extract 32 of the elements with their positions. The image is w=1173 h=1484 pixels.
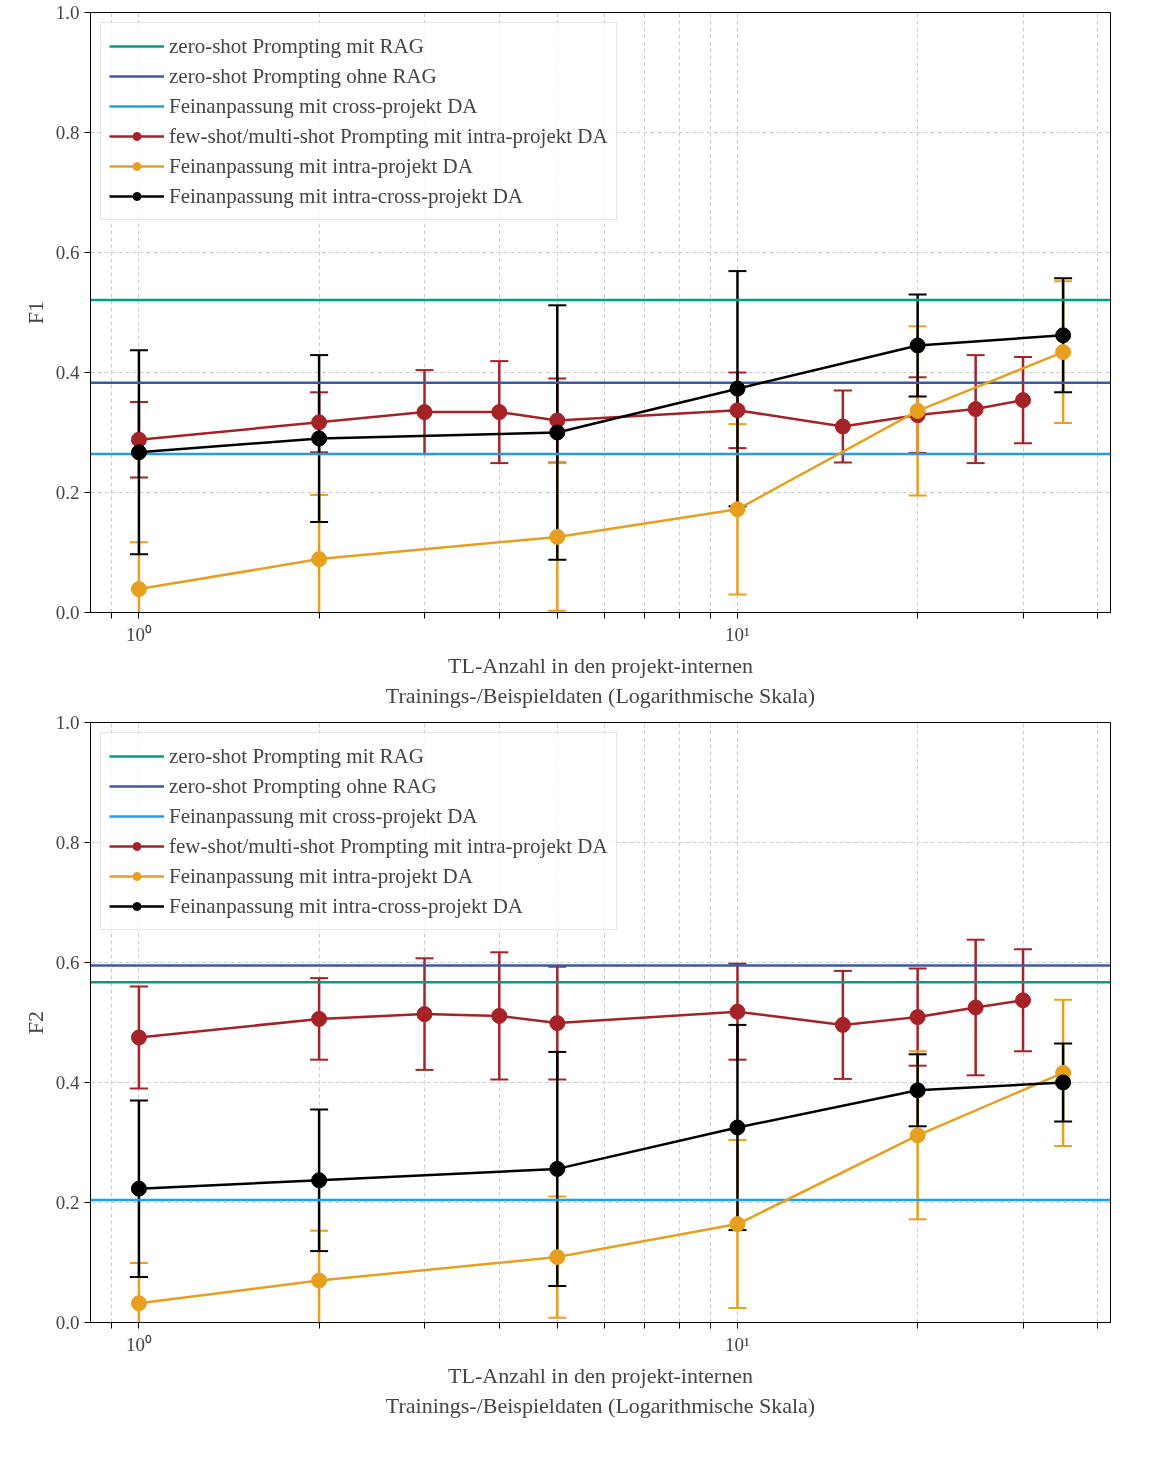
y-axis-title: F1 (22, 300, 48, 325)
y-axis-title: F2 (22, 1010, 48, 1035)
y-tick-label: 0.0 (55, 1312, 80, 1333)
y-tick-label: 0.8 (55, 832, 80, 853)
legend-label: zero-shot Prompting ohne RAG (169, 772, 437, 800)
x-axis-title: TL-Anzahl in den projekt-internen Trainings-/Beispieldaten (Logarithmische Skala) (385, 1362, 816, 1418)
x-axis-title: TL-Anzahl in den projekt-internen Trainings-/Beispieldaten (Logarithmische Skala) (385, 652, 816, 708)
legend-label: Feinanpassung mit intra-cross-projekt DA (169, 182, 524, 210)
y-tick-label: 0.6 (55, 242, 80, 263)
legend-label: few-shot/multi-shot Prompting mit intra-projekt DA (169, 122, 608, 150)
legend-label: Feinanpassung mit intra-cross-projekt DA (169, 892, 524, 920)
x-tick-label: 10⁰ (125, 1333, 152, 1355)
y-tick-label: 0.6 (55, 952, 80, 973)
y-tick-label: 0.0 (55, 602, 80, 623)
y-tick-label: 0.8 (55, 122, 80, 143)
legend-label: Feinanpassung mit intra-projekt DA (169, 152, 473, 180)
legend-label: few-shot/multi-shot Prompting mit intra-projekt DA (169, 832, 608, 860)
legend-label: Feinanpassung mit intra-projekt DA (169, 862, 473, 890)
legend-label: zero-shot Prompting mit RAG (169, 32, 424, 60)
x-tick-label: 10⁰ (125, 623, 152, 645)
legend-label: Feinanpassung mit cross-projekt DA (169, 802, 478, 830)
y-tick-label: 0.2 (55, 482, 80, 503)
legend-label: Feinanpassung mit cross-projekt DA (169, 92, 478, 120)
y-tick-label: 1.0 (55, 712, 80, 733)
x-tick-label: 10¹ (725, 623, 751, 645)
y-tick-label: 0.2 (55, 1192, 80, 1213)
legend-label: zero-shot Prompting ohne RAG (169, 62, 437, 90)
y-tick-label: 0.4 (55, 362, 80, 383)
y-tick-label: 0.4 (55, 1072, 80, 1093)
x-tick-label: 10¹ (725, 1333, 751, 1355)
y-tick-label: 1.0 (55, 2, 80, 23)
legend-label: zero-shot Prompting mit RAG (169, 742, 424, 770)
